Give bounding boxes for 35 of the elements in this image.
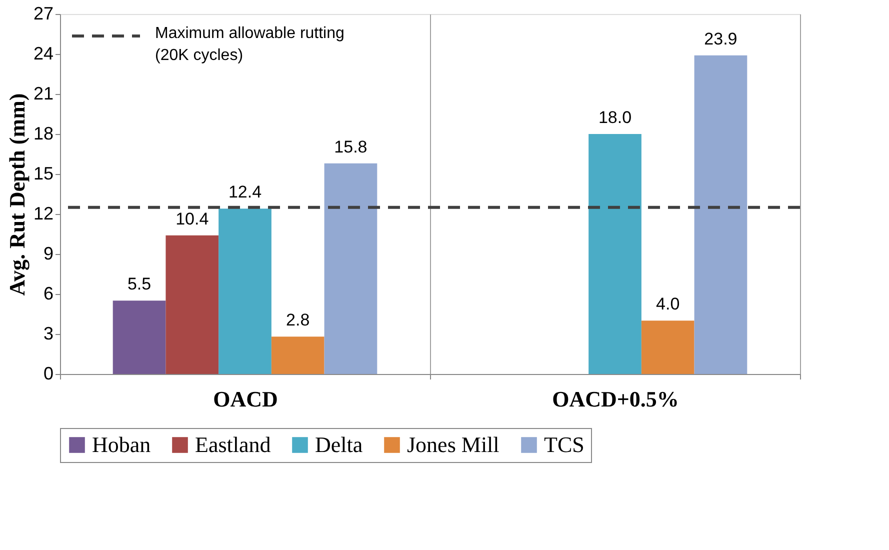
y-tick-label: 0 — [43, 364, 54, 384]
bar — [271, 336, 324, 374]
y-tick-label: 12 — [33, 204, 54, 224]
y-tick-label: 27 — [33, 4, 54, 24]
bar — [324, 163, 378, 374]
legend-label: Jones Mill — [407, 432, 500, 457]
bar — [641, 320, 694, 374]
bar — [218, 208, 272, 374]
data-label: 23.9 — [704, 29, 738, 48]
bar — [588, 134, 642, 374]
y-axis-title: Avg. Rut Depth (mm) — [4, 93, 30, 296]
y-tick-label: 24 — [33, 44, 54, 64]
y-tick-label: 15 — [33, 164, 54, 184]
y-tick-label: 3 — [43, 324, 54, 344]
data-label: 18.0 — [598, 108, 632, 127]
bar — [694, 55, 748, 374]
legend-label: Eastland — [195, 432, 271, 457]
data-label: 10.4 — [176, 209, 209, 228]
y-tick-label: 9 — [43, 244, 54, 264]
y-tick-label: 6 — [43, 284, 54, 304]
data-label: 12.4 — [228, 182, 262, 202]
bar — [166, 235, 219, 374]
data-label: 5.5 — [127, 274, 152, 294]
legend-label: Maximum allowable rutting (20K cycles) — [155, 25, 344, 64]
legend-label: Hoban — [92, 432, 151, 457]
y-tick-label: 18 — [33, 124, 54, 144]
x-tick-label: OACD — [213, 386, 278, 412]
data-label: 2.8 — [286, 310, 310, 330]
data-label: 15.8 — [334, 137, 368, 156]
x-tick-label: OACD+0.5% — [552, 386, 679, 412]
legend-label: Delta — [315, 432, 363, 457]
legend-label: TCS — [544, 432, 584, 457]
data-label: 4.0 — [656, 294, 680, 314]
bar — [112, 300, 166, 374]
y-tick-label: 21 — [33, 84, 54, 104]
